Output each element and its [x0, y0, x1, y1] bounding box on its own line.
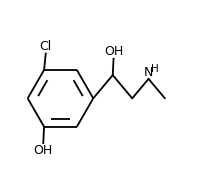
Text: OH: OH	[104, 45, 123, 58]
Text: Cl: Cl	[40, 40, 52, 53]
Text: H: H	[151, 64, 159, 74]
Text: N: N	[144, 65, 153, 79]
Text: OH: OH	[34, 144, 53, 157]
